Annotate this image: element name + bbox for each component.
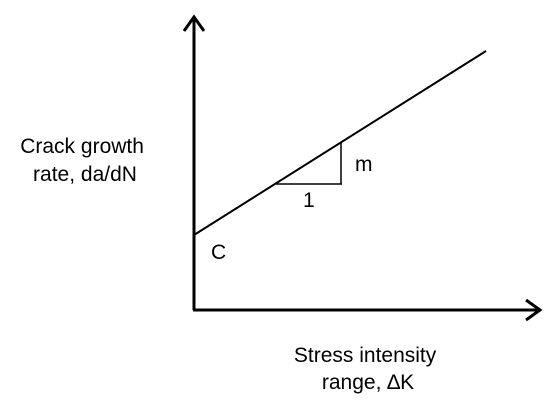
x-axis-label: Stress intensity range, ∆K <box>294 344 442 394</box>
x-axis-arrowhead <box>525 298 543 322</box>
slope-label: m <box>355 153 373 176</box>
run-label: 1 <box>303 189 315 212</box>
y-axis-label: Crack growth rate, da/dN <box>20 135 150 186</box>
y-axis-arrowhead <box>182 14 206 32</box>
growth-line <box>193 50 487 236</box>
intercept-label: C <box>211 241 226 264</box>
